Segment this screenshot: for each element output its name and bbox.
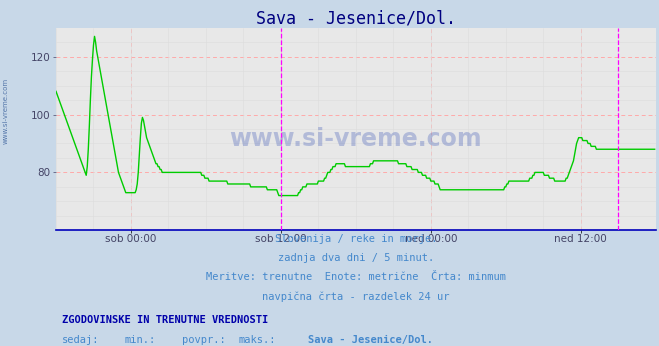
Text: www.si-vreme.com: www.si-vreme.com <box>2 78 9 144</box>
Text: ZGODOVINSKE IN TRENUTNE VREDNOSTI: ZGODOVINSKE IN TRENUTNE VREDNOSTI <box>62 315 268 325</box>
Text: Sava - Jesenice/Dol.: Sava - Jesenice/Dol. <box>308 335 433 345</box>
Title: Sava - Jesenice/Dol.: Sava - Jesenice/Dol. <box>256 9 456 28</box>
Text: sedaj:: sedaj: <box>62 335 100 345</box>
Text: min.:: min.: <box>125 335 156 345</box>
Text: Meritve: trenutne  Enote: metrične  Črta: minmum: Meritve: trenutne Enote: metrične Črta: … <box>206 272 506 282</box>
Text: www.si-vreme.com: www.si-vreme.com <box>229 127 482 151</box>
Text: maks.:: maks.: <box>239 335 276 345</box>
Text: Slovenija / reke in morje.: Slovenija / reke in morje. <box>275 234 437 244</box>
Text: zadnja dva dni / 5 minut.: zadnja dva dni / 5 minut. <box>277 253 434 263</box>
Text: navpična črta - razdelek 24 ur: navpična črta - razdelek 24 ur <box>262 292 449 302</box>
Text: povpr.:: povpr.: <box>182 335 225 345</box>
